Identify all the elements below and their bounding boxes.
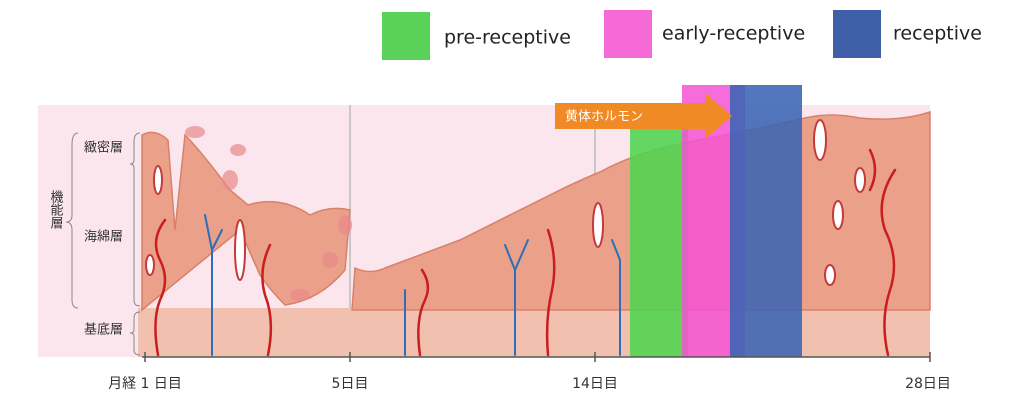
layer-label: 機能層 <box>48 190 64 230</box>
timeline-ticks <box>144 352 931 362</box>
hormone-label: 黄体ホルモン <box>565 110 643 125</box>
brace <box>129 311 141 356</box>
legend-label: pre-receptive <box>444 27 571 49</box>
shedding <box>185 126 352 301</box>
layer-label: 基底層 <box>84 323 123 338</box>
timeline-label: 28日目 <box>905 376 951 392</box>
receptive-window <box>730 85 802 357</box>
legend-label: receptive <box>893 23 982 45</box>
legend-swatch <box>382 12 430 60</box>
glands <box>145 119 866 286</box>
timeline-label: 14日目 <box>572 376 618 392</box>
legend: pre-receptive early-receptive receptive <box>382 10 982 60</box>
hormone-arrow <box>555 93 732 139</box>
basal-layer <box>138 308 930 357</box>
legend-swatch <box>833 10 881 58</box>
legend-label: early-receptive <box>662 23 805 45</box>
brace <box>65 132 79 309</box>
brace <box>129 132 141 307</box>
layer-label: 緻密層 <box>84 141 123 156</box>
timeline-label: 5日目 <box>332 376 369 392</box>
layer-label: 海綿層 <box>84 230 123 245</box>
legend-swatch <box>604 10 652 58</box>
timeline-label: 月経 1 日目 <box>108 376 182 392</box>
vessels <box>154 148 897 357</box>
pre-receptive-window <box>630 115 688 357</box>
